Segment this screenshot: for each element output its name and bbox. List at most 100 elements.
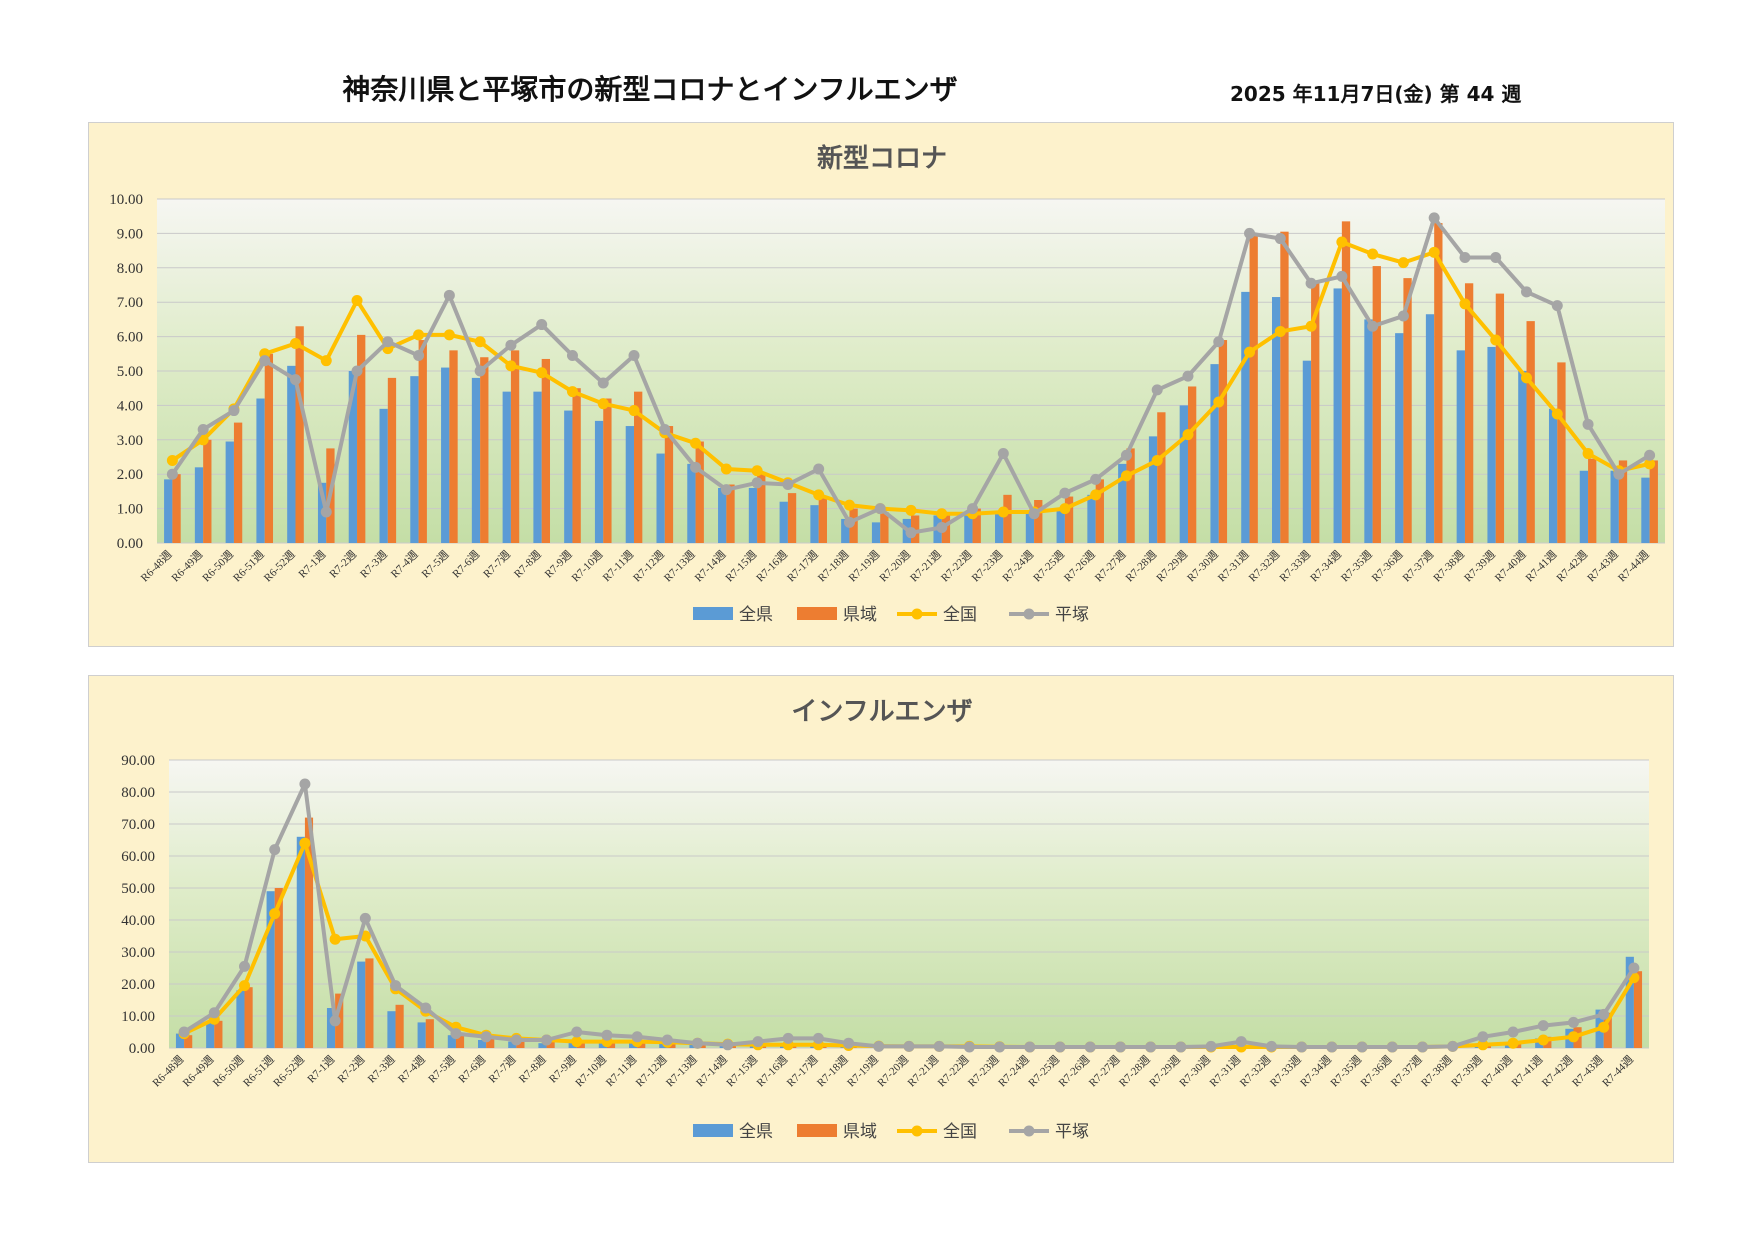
point-zenkoku bbox=[1644, 458, 1656, 470]
legend-label-kenmin: 県域 bbox=[843, 605, 877, 625]
bar-zenken bbox=[533, 391, 542, 543]
point-zenkoku bbox=[1120, 470, 1132, 482]
bar-zenken bbox=[326, 1008, 336, 1048]
point-zenkoku bbox=[813, 489, 825, 501]
y-tick-label: 40.00 bbox=[121, 913, 155, 929]
bar-zenken bbox=[236, 990, 245, 1048]
point-hiratsuka bbox=[1356, 1041, 1368, 1053]
x-tick-label: R7-44週 bbox=[1600, 1053, 1636, 1089]
bar-kenmin bbox=[541, 358, 551, 543]
x-tick-label: R7-31週 bbox=[1215, 548, 1251, 584]
bar-kenmin bbox=[1649, 460, 1658, 543]
x-tick-label: R7-10週 bbox=[569, 548, 605, 584]
x-tick-label: R7-41週 bbox=[1523, 548, 1559, 584]
bar-zenken bbox=[871, 522, 881, 543]
x-tick-label: R7-11週 bbox=[603, 1053, 639, 1089]
x-tick-label: R7-18週 bbox=[814, 1053, 850, 1089]
bar-zenken bbox=[841, 518, 850, 543]
point-hiratsuka bbox=[228, 405, 240, 417]
y-tick-label: 0.00 bbox=[117, 536, 143, 552]
bar-zenken bbox=[296, 836, 305, 1048]
x-tick-label: R6-52週 bbox=[271, 1053, 307, 1089]
bar-kenmin bbox=[664, 426, 674, 543]
bar-zenken bbox=[502, 391, 511, 543]
point-hiratsuka bbox=[320, 506, 332, 518]
bar-zenken bbox=[748, 487, 758, 543]
point-zenkoku bbox=[1459, 298, 1471, 310]
x-tick-label: R7-15週 bbox=[723, 548, 759, 584]
bar-zenken bbox=[964, 515, 973, 543]
bar-kenmin bbox=[486, 1036, 495, 1048]
point-zenkoku bbox=[299, 837, 311, 849]
point-hiratsuka bbox=[1521, 286, 1533, 298]
bar-kenmin bbox=[818, 498, 827, 543]
point-hiratsuka bbox=[536, 319, 548, 331]
point-hiratsuka bbox=[967, 503, 979, 515]
bar-kenmin bbox=[203, 439, 212, 543]
y-tick-label: 1.00 bbox=[117, 502, 143, 518]
bar-kenmin bbox=[880, 512, 889, 543]
bar-zenken bbox=[410, 376, 419, 543]
point-hiratsuka bbox=[1386, 1041, 1398, 1053]
x-tick-label: R7-30週 bbox=[1184, 548, 1220, 584]
bar-zenken bbox=[1333, 288, 1342, 543]
bar-kenmin bbox=[304, 817, 314, 1048]
bar-zenken bbox=[1548, 408, 1558, 543]
bar-kenmin bbox=[357, 334, 366, 543]
x-tick-label: R7-20週 bbox=[875, 1053, 911, 1089]
bar-zenken bbox=[206, 1022, 215, 1048]
point-zenkoku bbox=[329, 933, 341, 945]
bar-zenken bbox=[1579, 470, 1589, 543]
bar-kenmin bbox=[1126, 448, 1135, 543]
point-hiratsuka bbox=[782, 479, 794, 491]
point-zenkoku bbox=[505, 360, 517, 372]
point-zenkoku bbox=[1521, 372, 1533, 384]
point-hiratsuka bbox=[1205, 1040, 1217, 1052]
bar-kenmin bbox=[972, 508, 981, 543]
bar-zenken bbox=[625, 426, 635, 543]
x-tick-label: R7-28週 bbox=[1123, 548, 1159, 584]
point-hiratsuka bbox=[1028, 508, 1040, 520]
x-tick-label: R7-18週 bbox=[815, 548, 851, 584]
legend-label-hiratsuka: 平塚 bbox=[1055, 605, 1089, 625]
x-tick-label: R7-6週 bbox=[456, 1053, 489, 1086]
point-hiratsuka bbox=[474, 365, 486, 377]
bar-zenken bbox=[357, 961, 366, 1048]
bar-kenmin bbox=[572, 388, 581, 543]
point-hiratsuka bbox=[420, 1002, 432, 1014]
point-hiratsuka bbox=[1477, 1031, 1489, 1043]
point-hiratsuka bbox=[1296, 1041, 1308, 1053]
point-hiratsuka bbox=[1024, 1041, 1036, 1053]
bar-zenken bbox=[508, 1041, 517, 1048]
x-tick-label: R7-16週 bbox=[754, 548, 790, 584]
point-hiratsuka bbox=[597, 377, 609, 389]
bar-zenken bbox=[1302, 360, 1312, 543]
bar-kenmin bbox=[172, 474, 181, 543]
bar-kenmin bbox=[516, 1040, 525, 1048]
bar-kenmin bbox=[1403, 278, 1412, 543]
point-hiratsuka bbox=[1182, 370, 1194, 382]
bar-zenken bbox=[379, 408, 388, 543]
point-hiratsuka bbox=[1114, 1041, 1126, 1053]
x-tick-label: R7-25週 bbox=[1031, 548, 1067, 584]
point-hiratsuka bbox=[413, 350, 425, 362]
y-tick-label: 30.00 bbox=[121, 945, 155, 961]
x-tick-label: R7-19週 bbox=[846, 548, 882, 584]
point-zenkoku bbox=[1274, 325, 1286, 337]
x-tick-label: R7-42週 bbox=[1539, 1053, 1575, 1089]
x-tick-label: R7-23週 bbox=[969, 548, 1005, 584]
bar-zenken bbox=[995, 512, 1004, 543]
x-tick-label: R7-7週 bbox=[481, 548, 514, 581]
point-zenkoku bbox=[536, 367, 548, 379]
x-tick-label: R7-10週 bbox=[573, 1053, 609, 1089]
point-hiratsuka bbox=[239, 960, 251, 972]
point-zenkoku bbox=[443, 329, 455, 341]
bar-zenken bbox=[287, 365, 296, 543]
y-tick-label: 80.00 bbox=[121, 785, 155, 801]
bar-kenmin bbox=[1633, 971, 1643, 1048]
point-hiratsuka bbox=[1459, 251, 1471, 263]
point-hiratsuka bbox=[873, 1040, 885, 1052]
bar-kenmin bbox=[418, 340, 427, 543]
legend-swatch-zenken bbox=[693, 1124, 733, 1137]
x-tick-label: R6-49週 bbox=[180, 1053, 216, 1089]
